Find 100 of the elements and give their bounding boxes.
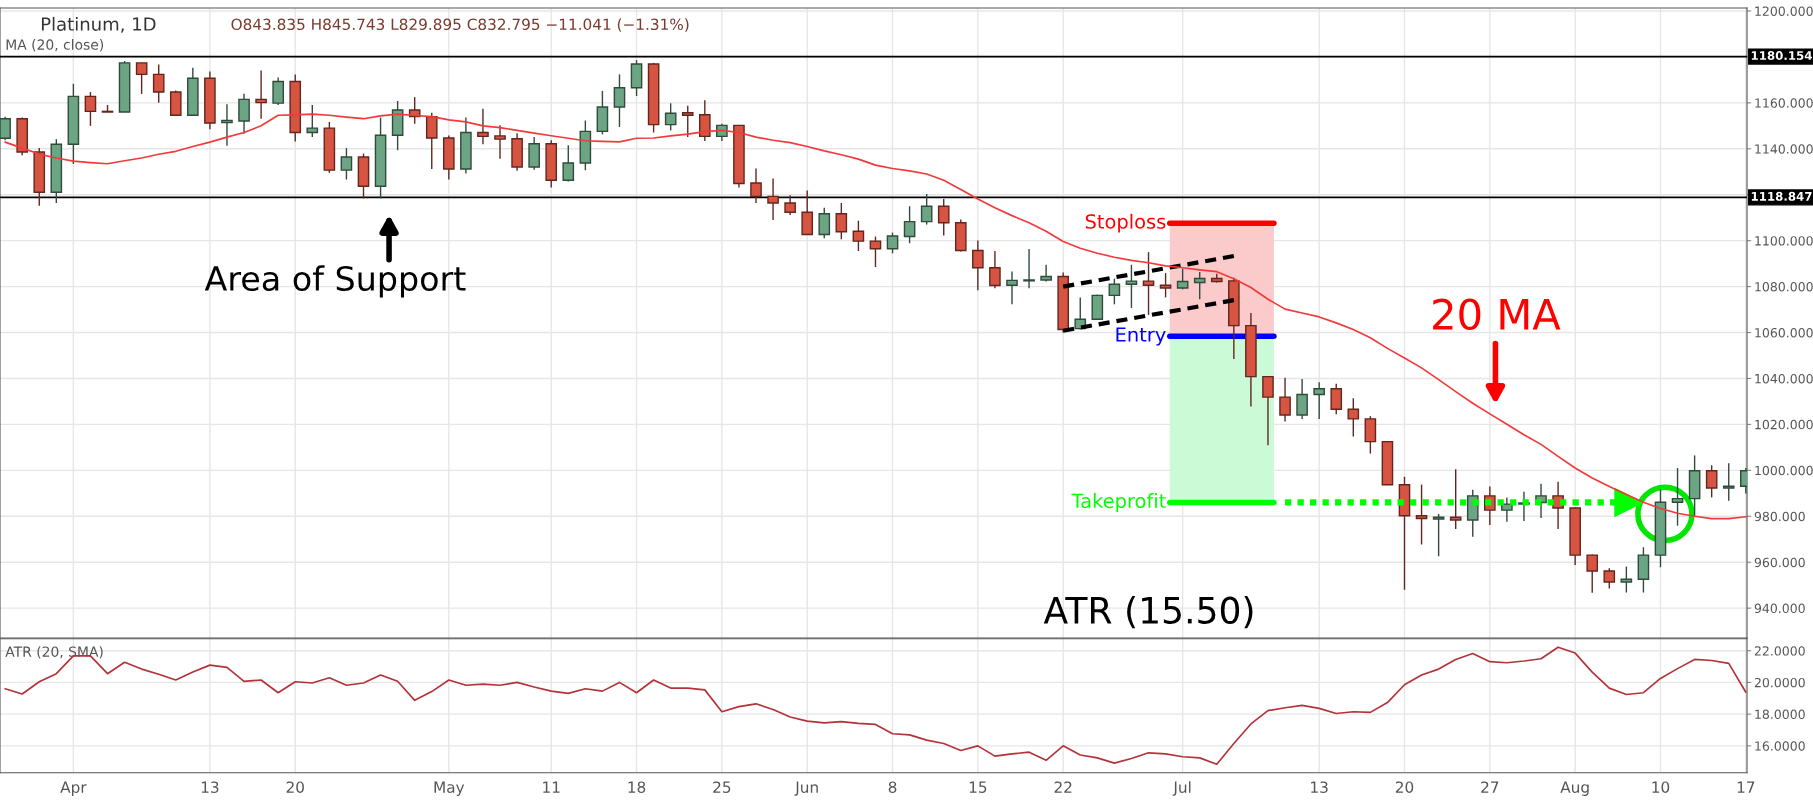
candlestick [1296, 378, 1308, 420]
candlestick [886, 231, 899, 254]
candlestick [750, 167, 762, 204]
candlestick [1091, 293, 1104, 321]
x-tick-label: 20 [1395, 781, 1414, 793]
line-series [4, 646, 1747, 766]
ref-line-label: 1118.847 [1751, 191, 1812, 201]
candlestick [1449, 468, 1462, 530]
x-tick-label: 15 [969, 781, 987, 793]
annotation: Area of Support [204, 265, 466, 298]
y-tick-label: 1060.000 [1755, 328, 1813, 338]
candlestick [937, 198, 950, 237]
candlestick [477, 108, 489, 145]
candlestick [238, 92, 250, 135]
candlestick [1193, 271, 1206, 300]
y-tick-label: 16.0000 [1755, 741, 1805, 751]
candlestick [613, 73, 626, 128]
candlestick [989, 250, 1001, 289]
x-tick-label: 13 [201, 781, 219, 793]
x-tick-label: 8 [888, 781, 897, 793]
y-tick-label: 1200.000 [1755, 6, 1813, 16]
candlestick [1586, 553, 1599, 594]
ref-line-label: Entry [1116, 327, 1166, 346]
candlestick [1006, 270, 1018, 305]
candlestick [767, 177, 779, 221]
x-tick-label: 11 [543, 781, 560, 793]
candlestick [1415, 483, 1428, 546]
y-tick-label: 1000.000 [1755, 465, 1813, 476]
candlestick [1023, 248, 1035, 289]
y-tick-label: 1140.000 [1755, 144, 1813, 154]
x-tick-label: 25 [713, 781, 731, 793]
ref-line-label: Takeprofit [1071, 493, 1166, 512]
x-tick-label: 17 [1737, 781, 1755, 793]
candlestick [818, 207, 831, 240]
annotation: O843.835 H845.743 L829.895 C832.795 −11.041 (−1.31%) [231, 18, 689, 32]
candlestick [1313, 381, 1325, 420]
candlestick [1125, 264, 1138, 309]
candlestick [1279, 377, 1291, 423]
candlestick [221, 103, 233, 147]
y-tick-label: 22.0000 [1754, 646, 1805, 656]
candlestick [784, 194, 796, 216]
y-tick-label: 960.000 [1754, 557, 1805, 568]
x-tick-label: Jul [1172, 781, 1191, 796]
candlestick [852, 219, 865, 252]
candlestick [681, 105, 694, 138]
x-tick-label: Jun [794, 781, 818, 796]
y-tick-label: 1160.000 [1755, 98, 1813, 108]
candlestick [1671, 467, 1684, 527]
candlestick [835, 202, 848, 240]
y-tick-label: 1080.000 [1755, 282, 1813, 292]
x-tick-label: Apr [60, 781, 87, 796]
candlestick [698, 99, 711, 142]
x-tick-label: 13 [1311, 781, 1328, 793]
candlestick [135, 62, 148, 95]
x-tick-label: 18 [628, 781, 646, 793]
y-tick-label: 18.0000 [1755, 709, 1805, 720]
candlestick [528, 136, 540, 171]
ref-line-label: Stoploss [1085, 213, 1166, 233]
candlestick [0, 115, 11, 141]
candlestick [664, 102, 677, 132]
y-tick-label: 1100.000 [1755, 236, 1813, 246]
candlestick [306, 104, 319, 138]
candlestick [340, 147, 353, 181]
x-tick-label: 10 [1652, 781, 1670, 793]
candlestick [630, 59, 643, 97]
candlestick [1347, 397, 1360, 438]
y-tick-label: 940.000 [1754, 603, 1805, 614]
candlestick [920, 193, 933, 226]
annotation: ATR (15.50) [1043, 596, 1253, 629]
text: MA (20, close) [6, 39, 104, 52]
candlestick [1705, 464, 1718, 499]
y-tick-label: 980.000 [1754, 511, 1805, 522]
candlestick [1108, 277, 1121, 305]
candlestick [1262, 375, 1274, 446]
annotation: 20 MA [1433, 298, 1561, 331]
candlestick [494, 124, 506, 160]
candlestick [152, 63, 165, 104]
x-tick-label: 22 [1054, 781, 1072, 793]
candlestick [425, 112, 438, 170]
y-tick-label: 20.0000 [1754, 677, 1805, 688]
candlestick [972, 239, 984, 291]
candlestick [1040, 264, 1052, 283]
y-tick-label: 1020.000 [1755, 419, 1813, 430]
chart-title: Platinum, 1D [41, 16, 156, 33]
candlestick [1432, 513, 1445, 557]
candlestick [869, 235, 882, 268]
candlestick [801, 189, 814, 236]
candlestick [84, 91, 97, 127]
candlestick [1603, 567, 1616, 590]
x-tick-label: 20 [286, 781, 304, 793]
candlestick [1159, 272, 1172, 299]
candlestick [903, 205, 916, 244]
x-tick-label: May [434, 781, 465, 796]
candlestick [1501, 496, 1513, 523]
x-tick-label: 27 [1481, 781, 1499, 793]
candlestick [562, 144, 575, 183]
candlestick [255, 69, 267, 120]
candlestick [1142, 251, 1155, 316]
candlestick [1620, 565, 1633, 594]
candlestick [1364, 415, 1377, 455]
